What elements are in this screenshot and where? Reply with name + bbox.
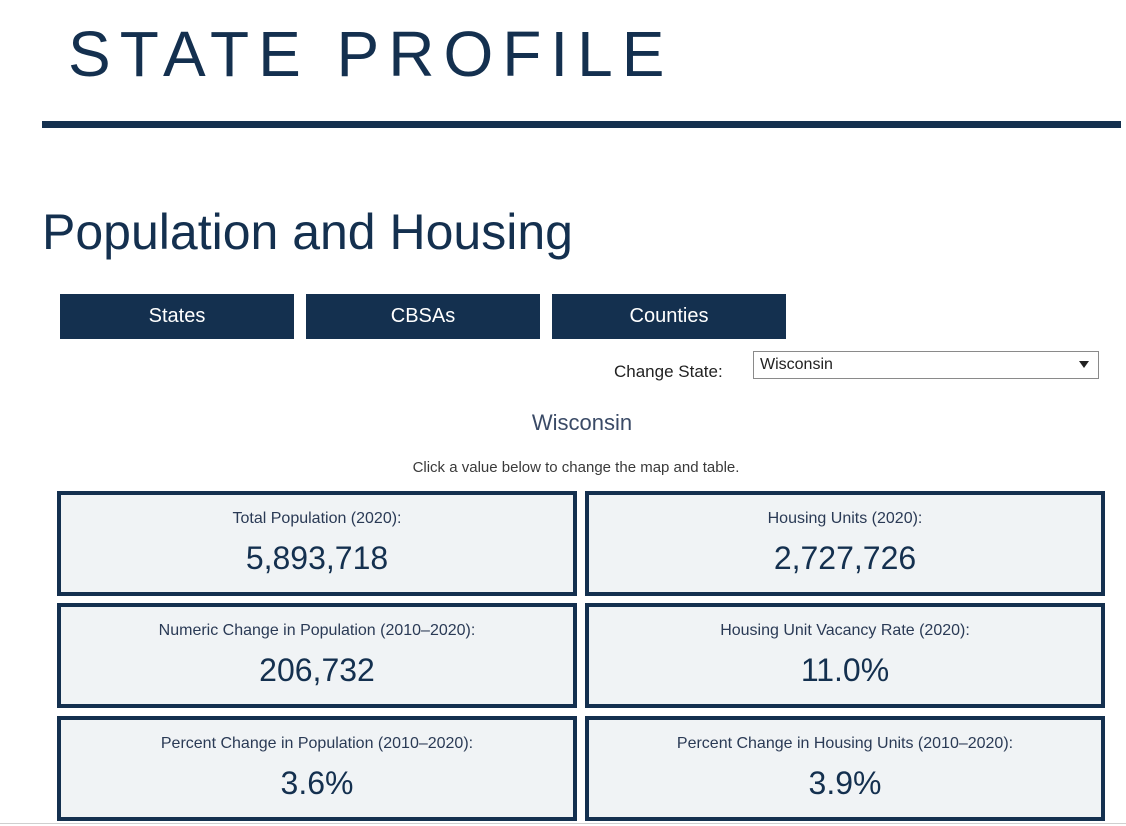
card-label: Percent Change in Population (2010–2020)… [160, 735, 474, 752]
card-value: 5,893,718 [245, 540, 389, 576]
card-value: 3.6% [280, 765, 354, 801]
card-numeric-change-population[interactable]: Numeric Change in Population (2010–2020)… [57, 603, 577, 708]
state-select[interactable]: Wisconsin [753, 351, 1099, 379]
card-label: Housing Unit Vacancy Rate (2020): [720, 622, 970, 639]
card-value: 206,732 [259, 652, 375, 688]
state-name-heading: Wisconsin [531, 410, 633, 435]
page-title: STATE PROFILE [68, 18, 674, 90]
instructions-text: Click a value below to change the map an… [412, 459, 740, 476]
tab-cbsas[interactable]: CBSAs [306, 294, 540, 339]
chevron-down-icon [1079, 361, 1089, 368]
section-heading: Population and Housing [42, 204, 573, 260]
card-value: 3.9% [808, 765, 882, 801]
tab-counties[interactable]: Counties [552, 294, 786, 339]
card-label: Numeric Change in Population (2010–2020)… [158, 622, 476, 639]
card-value: 2,727,726 [773, 540, 917, 576]
card-label: Total Population (2020): [232, 510, 402, 527]
card-label: Housing Units (2020): [767, 510, 923, 527]
card-housing-units[interactable]: Housing Units (2020): 2,727,726 [585, 491, 1105, 596]
title-divider [42, 121, 1121, 128]
card-total-population[interactable]: Total Population (2020): 5,893,718 [57, 491, 577, 596]
change-state-label: Change State: [614, 362, 723, 381]
card-value: 11.0% [800, 652, 890, 688]
card-percent-change-population[interactable]: Percent Change in Population (2010–2020)… [57, 716, 577, 821]
card-percent-change-housing[interactable]: Percent Change in Housing Units (2010–20… [585, 716, 1105, 821]
card-vacancy-rate[interactable]: Housing Unit Vacancy Rate (2020): 11.0% [585, 603, 1105, 708]
state-select-value: Wisconsin [760, 356, 833, 373]
card-label: Percent Change in Housing Units (2010–20… [676, 735, 1014, 752]
tab-states[interactable]: States [60, 294, 294, 339]
bottom-divider [0, 823, 1126, 824]
